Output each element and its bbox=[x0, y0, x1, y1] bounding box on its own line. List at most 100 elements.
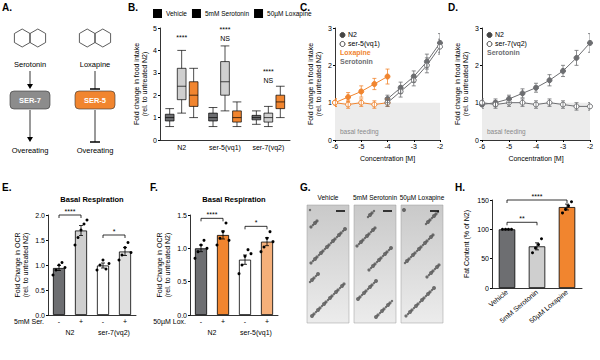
svg-text:+: + bbox=[123, 318, 127, 325]
svg-text:Basal Respiration: Basal Respiration bbox=[60, 195, 124, 204]
svg-text:0.0: 0.0 bbox=[177, 312, 187, 319]
svg-text:100: 100 bbox=[477, 226, 489, 233]
svg-text:****: **** bbox=[263, 68, 274, 75]
svg-text:150: 150 bbox=[477, 197, 489, 204]
svg-text:-: - bbox=[200, 318, 203, 325]
svg-text:-: - bbox=[244, 318, 247, 325]
svg-text:Vehicle: Vehicle bbox=[166, 10, 187, 17]
svg-text:2.0: 2.0 bbox=[35, 212, 45, 219]
svg-text:1: 1 bbox=[153, 114, 157, 121]
svg-text:(rel. to untreated N2): (rel. to untreated N2) bbox=[315, 52, 323, 117]
svg-text:50: 50 bbox=[481, 255, 489, 262]
svg-text:****: **** bbox=[207, 211, 218, 218]
svg-text:A.: A. bbox=[2, 2, 12, 13]
svg-text:ser-5(vq1): ser-5(vq1) bbox=[348, 40, 380, 48]
svg-text:****: **** bbox=[65, 208, 76, 215]
svg-text:(rel. to untreated N2): (rel. to untreated N2) bbox=[22, 233, 30, 298]
svg-text:Serotonin: Serotonin bbox=[487, 49, 520, 56]
svg-text:3: 3 bbox=[153, 69, 157, 76]
svg-text:-6: -6 bbox=[479, 143, 485, 150]
svg-text:N2: N2 bbox=[495, 31, 504, 38]
svg-text:+: + bbox=[79, 318, 83, 325]
svg-text:*: * bbox=[113, 228, 116, 235]
svg-text:-2: -2 bbox=[587, 143, 593, 150]
svg-text:0: 0 bbox=[153, 137, 157, 144]
svg-text:*: * bbox=[255, 219, 258, 226]
svg-text:N2: N2 bbox=[177, 144, 186, 151]
svg-text:50µM Loxapine: 50µM Loxapine bbox=[400, 194, 445, 202]
svg-text:1: 1 bbox=[328, 99, 332, 106]
svg-text:N2: N2 bbox=[66, 329, 75, 336]
svg-text:Loxapine: Loxapine bbox=[340, 49, 371, 57]
svg-text:2: 2 bbox=[153, 92, 157, 99]
svg-text:B.: B. bbox=[128, 2, 138, 13]
svg-text:-3: -3 bbox=[560, 143, 566, 150]
svg-text:Concentration [M]: Concentration [M] bbox=[360, 155, 415, 163]
svg-text:1.0: 1.0 bbox=[35, 262, 45, 269]
svg-text:****: **** bbox=[532, 193, 543, 200]
svg-text:Fold change in food intake: Fold change in food intake bbox=[307, 43, 315, 125]
svg-text:N2: N2 bbox=[208, 329, 217, 336]
svg-text:(rel. to untreated N2): (rel. to untreated N2) bbox=[164, 233, 172, 298]
svg-text:0.5: 0.5 bbox=[177, 278, 187, 285]
svg-text:1.0: 1.0 bbox=[177, 245, 187, 252]
svg-text:(rel. to untreated N2): (rel. to untreated N2) bbox=[141, 52, 149, 117]
svg-text:SER-7: SER-7 bbox=[19, 96, 41, 105]
svg-text:Fat Content (% of N2): Fat Content (% of N2) bbox=[463, 210, 471, 278]
svg-text:5mM Ser.: 5mM Ser. bbox=[14, 318, 44, 325]
svg-text:NS: NS bbox=[220, 35, 230, 42]
svg-text:+: + bbox=[265, 318, 269, 325]
svg-text:E.: E. bbox=[2, 182, 12, 193]
svg-text:0.5: 0.5 bbox=[35, 287, 45, 294]
svg-text:4: 4 bbox=[153, 47, 157, 54]
svg-text:1.5: 1.5 bbox=[177, 212, 187, 219]
svg-text:G.: G. bbox=[300, 182, 311, 193]
svg-text:Vehicle: Vehicle bbox=[487, 288, 509, 308]
svg-text:Fold Change in OCR: Fold Change in OCR bbox=[14, 233, 22, 298]
svg-text:5mM Serotonin: 5mM Serotonin bbox=[205, 10, 249, 17]
svg-text:N2: N2 bbox=[348, 31, 357, 38]
svg-text:ser-5(vq1): ser-5(vq1) bbox=[240, 329, 272, 337]
svg-text:**: ** bbox=[519, 215, 525, 222]
svg-text:Vehicle: Vehicle bbox=[318, 194, 339, 201]
svg-text:3: 3 bbox=[328, 25, 332, 32]
svg-text:ser-7(vq2): ser-7(vq2) bbox=[252, 144, 284, 152]
svg-text:-3: -3 bbox=[411, 143, 417, 150]
svg-text:Fold change in food intake: Fold change in food intake bbox=[454, 43, 462, 125]
svg-text:50µM Loxapine: 50µM Loxapine bbox=[528, 288, 570, 325]
svg-text:50µM Loxapine: 50µM Loxapine bbox=[267, 10, 312, 18]
svg-text:Concentration [M]: Concentration [M] bbox=[508, 155, 563, 163]
svg-text:-4: -4 bbox=[533, 143, 539, 150]
svg-text:ser-7(vq2): ser-7(vq2) bbox=[495, 40, 527, 48]
svg-text:ser-5(vq1): ser-5(vq1) bbox=[209, 144, 241, 152]
svg-text:****: **** bbox=[176, 34, 187, 41]
svg-text:5: 5 bbox=[153, 25, 157, 32]
svg-text:basal feeding: basal feeding bbox=[487, 128, 526, 136]
svg-text:****: **** bbox=[220, 26, 231, 33]
svg-text:NS: NS bbox=[263, 77, 273, 84]
svg-text:basal feeding: basal feeding bbox=[340, 128, 379, 136]
svg-text:Serotonin: Serotonin bbox=[14, 60, 46, 69]
svg-text:+: + bbox=[221, 318, 225, 325]
svg-text:5mM Serotonin: 5mM Serotonin bbox=[353, 194, 397, 201]
svg-text:D.: D. bbox=[448, 2, 458, 13]
svg-text:1.5: 1.5 bbox=[35, 237, 45, 244]
svg-text:-5: -5 bbox=[358, 143, 364, 150]
svg-text:2: 2 bbox=[328, 62, 332, 69]
svg-text:H.: H. bbox=[455, 182, 465, 193]
svg-text:ser-7(vq2): ser-7(vq2) bbox=[98, 329, 130, 337]
svg-text:1: 1 bbox=[475, 99, 479, 106]
svg-text:0: 0 bbox=[485, 285, 489, 292]
svg-text:-4: -4 bbox=[384, 143, 390, 150]
svg-text:-5: -5 bbox=[506, 143, 512, 150]
svg-text:-6: -6 bbox=[332, 143, 338, 150]
svg-text:Serotonin: Serotonin bbox=[340, 58, 373, 65]
svg-text:(rel. to untreated N2): (rel. to untreated N2) bbox=[462, 52, 470, 117]
svg-text:2: 2 bbox=[475, 62, 479, 69]
svg-text:F.: F. bbox=[150, 182, 158, 193]
svg-text:-2: -2 bbox=[437, 143, 443, 150]
svg-text:Loxapine: Loxapine bbox=[80, 60, 110, 69]
svg-text:-: - bbox=[102, 318, 105, 325]
svg-text:3: 3 bbox=[475, 25, 479, 32]
svg-text:0.0: 0.0 bbox=[35, 312, 45, 319]
